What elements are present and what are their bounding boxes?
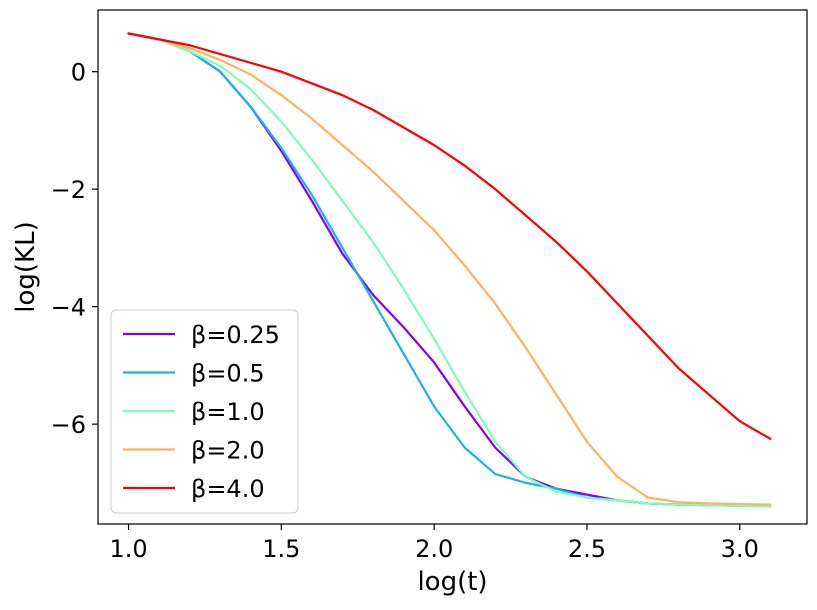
y-axis-ticks: 0 −2 −4 −6 bbox=[51, 59, 98, 439]
x-tick-label: 2.0 bbox=[415, 535, 453, 563]
x-tick-label: 2.5 bbox=[568, 535, 606, 563]
x-tick-label: 3.0 bbox=[721, 535, 759, 563]
series-line-2 bbox=[127, 32, 772, 508]
plot-frame bbox=[97, 9, 808, 525]
y-axis-label: log(KL) bbox=[11, 221, 41, 312]
legend-entry-4: β=4.0 bbox=[191, 475, 265, 503]
series-line-3 bbox=[127, 32, 772, 506]
legend: β=0.25 β=0.5 β=1.0 β=2.0 β=4.0 bbox=[110, 309, 299, 514]
legend-entry-2: β=1.0 bbox=[191, 398, 265, 426]
legend-entry-1: β=0.5 bbox=[191, 360, 265, 388]
legend-box bbox=[110, 309, 299, 514]
series-line-4 bbox=[127, 32, 772, 440]
y-tick-label: −2 bbox=[51, 176, 86, 204]
x-axis-ticks: 1.0 1.5 2.0 2.5 3.0 bbox=[109, 524, 759, 563]
y-tick-label: 0 bbox=[71, 59, 86, 87]
x-axis-label: log(t) bbox=[417, 567, 487, 597]
x-tick-label: 1.5 bbox=[262, 535, 300, 563]
y-tick-label: −6 bbox=[51, 411, 86, 439]
series-lines bbox=[127, 32, 772, 508]
legend-entry-0: β=0.25 bbox=[191, 321, 280, 349]
x-tick-label: 1.0 bbox=[109, 535, 147, 563]
legend-entry-3: β=2.0 bbox=[191, 437, 265, 465]
y-tick-label: −4 bbox=[51, 294, 86, 322]
